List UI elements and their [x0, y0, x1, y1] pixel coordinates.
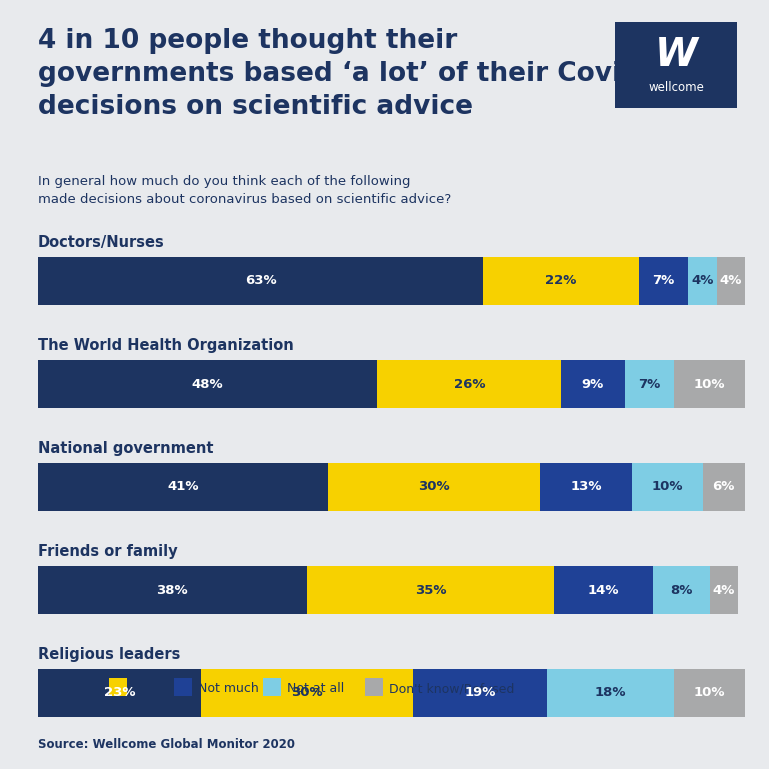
Text: 48%: 48% — [192, 378, 224, 391]
Bar — [632, 463, 703, 511]
Bar — [703, 463, 745, 511]
Text: 38%: 38% — [157, 584, 188, 597]
Bar — [38, 360, 378, 408]
Text: 4 in 10 people thought their
governments based ‘a lot’ of their Covid-19
decisio: 4 in 10 people thought their governments… — [38, 28, 687, 120]
Bar — [328, 463, 540, 511]
Bar — [554, 566, 653, 614]
Text: 4%: 4% — [713, 584, 735, 597]
Bar — [38, 463, 328, 511]
Text: 10%: 10% — [651, 481, 683, 494]
Text: 22%: 22% — [545, 275, 577, 288]
Bar — [174, 678, 191, 696]
Bar — [264, 678, 281, 696]
Bar — [717, 257, 745, 305]
Bar — [38, 257, 484, 305]
Text: Source: Wellcome Global Monitor 2020: Source: Wellcome Global Monitor 2020 — [38, 738, 295, 751]
Bar — [109, 678, 127, 696]
Text: 30%: 30% — [418, 481, 450, 494]
Text: Some: Some — [133, 683, 168, 695]
Bar — [365, 678, 384, 696]
Bar — [688, 257, 717, 305]
Bar — [540, 463, 632, 511]
Text: 4%: 4% — [691, 275, 714, 288]
Bar — [547, 669, 674, 717]
Text: 63%: 63% — [245, 275, 277, 288]
Text: Friends or family: Friends or family — [38, 544, 178, 559]
Bar — [378, 360, 561, 408]
Text: 30%: 30% — [291, 687, 322, 700]
Bar — [201, 669, 413, 717]
Text: 41%: 41% — [167, 481, 198, 494]
Bar — [38, 678, 56, 696]
Text: wellcome: wellcome — [648, 81, 704, 94]
Text: Not much: Not much — [198, 683, 258, 695]
Bar — [561, 360, 624, 408]
Bar — [710, 566, 738, 614]
Bar — [653, 566, 710, 614]
Text: 13%: 13% — [570, 481, 601, 494]
Text: 10%: 10% — [694, 687, 725, 700]
Text: 35%: 35% — [414, 584, 446, 597]
Bar — [484, 257, 639, 305]
Bar — [413, 669, 547, 717]
Text: 9%: 9% — [582, 378, 604, 391]
Text: Not at all: Not at all — [288, 683, 345, 695]
Text: 6%: 6% — [713, 481, 735, 494]
Text: 26%: 26% — [454, 378, 485, 391]
Bar — [38, 566, 307, 614]
Bar — [38, 669, 201, 717]
Text: W: W — [654, 35, 697, 74]
Text: 23%: 23% — [104, 687, 135, 700]
Text: Doctors/Nurses: Doctors/Nurses — [38, 235, 165, 250]
Bar — [615, 22, 737, 108]
Text: A lot: A lot — [62, 683, 91, 695]
Bar — [624, 360, 674, 408]
Text: 10%: 10% — [694, 378, 725, 391]
Text: 7%: 7% — [653, 275, 675, 288]
Bar — [674, 669, 745, 717]
Text: The World Health Organization: The World Health Organization — [38, 338, 294, 353]
Text: 19%: 19% — [464, 687, 495, 700]
Text: Don't know/Refused: Don't know/Refused — [389, 683, 514, 695]
Text: 14%: 14% — [588, 584, 619, 597]
Bar — [307, 566, 554, 614]
Bar — [639, 257, 688, 305]
Text: 8%: 8% — [670, 584, 693, 597]
Text: 18%: 18% — [595, 687, 627, 700]
Text: 7%: 7% — [638, 378, 661, 391]
Text: In general how much do you think each of the following
made decisions about coro: In general how much do you think each of… — [38, 175, 451, 206]
Text: 4%: 4% — [720, 275, 742, 288]
Text: National government: National government — [38, 441, 214, 456]
Bar — [674, 360, 745, 408]
Text: Religious leaders: Religious leaders — [38, 647, 181, 662]
